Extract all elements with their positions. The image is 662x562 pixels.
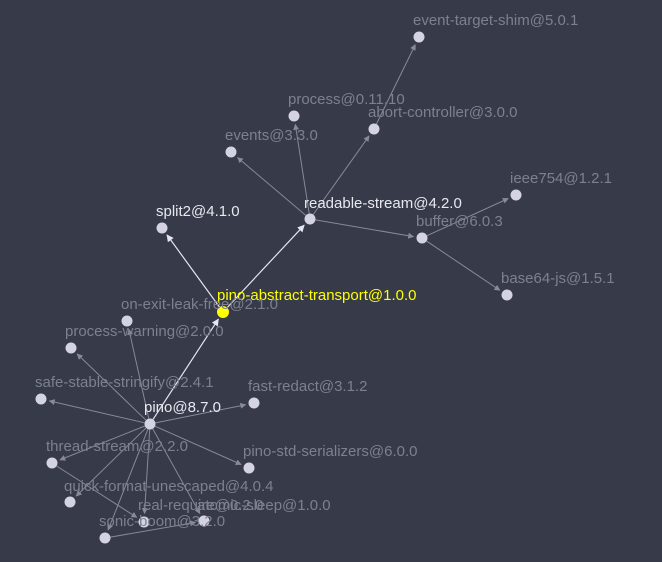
node-label-safe-stable-stringify: safe-stable-stringify@2.4.1 — [35, 374, 214, 391]
node-sonic-boom[interactable] — [99, 532, 111, 544]
edge-pino-to-atomic-sleep — [152, 428, 201, 515]
node-ieee754[interactable] — [510, 189, 522, 201]
node-label-event-target-shim: event-target-shim@5.0.1 — [413, 12, 578, 29]
edge-sonic-boom-to-atomic-sleep — [110, 520, 197, 538]
node-label-process-warning: process-warning@2.0.0 — [65, 323, 224, 340]
node-on-exit-leak-free[interactable] — [121, 315, 133, 327]
edge-pino-to-thread-stream — [59, 425, 146, 461]
node-label-fast-redact: fast-redact@3.1.2 — [248, 378, 367, 395]
node-base64-js[interactable] — [501, 289, 513, 301]
edge-readable-stream-to-abort-controller — [312, 135, 370, 215]
edge-pino-to-quick-format-unescaped — [75, 427, 147, 497]
edge-pino-to-safe-stable-stringify — [48, 399, 145, 424]
node-process-warning[interactable] — [65, 342, 77, 354]
edge-abort-controller-to-event-target-shim — [375, 44, 416, 125]
node-label-abort-controller: abort-controller@3.0.0 — [368, 104, 517, 121]
node-process[interactable] — [288, 110, 300, 122]
node-label-quick-format-unescaped: quick-format-unescaped@4.0.4 — [64, 478, 274, 495]
node-split2[interactable] — [156, 222, 168, 234]
node-label-thread-stream: thread-stream@2.2.0 — [46, 438, 188, 455]
node-pino-abstract-transport[interactable] — [217, 306, 229, 318]
node-label-process: process@0.11.10 — [288, 91, 405, 108]
node-buffer[interactable] — [416, 232, 428, 244]
node-label-events: events@3.3.0 — [225, 127, 318, 144]
node-label-pino-std-serializers: pino-std-serializers@6.0.0 — [243, 443, 417, 460]
node-atomic-sleep[interactable] — [198, 515, 210, 527]
node-real-require[interactable] — [138, 516, 150, 528]
node-label-buffer: buffer@6.0.3 — [416, 213, 503, 230]
node-events[interactable] — [225, 146, 237, 158]
node-readable-stream[interactable] — [304, 213, 316, 225]
node-layer — [35, 31, 522, 544]
edge-readable-stream-to-events — [237, 157, 307, 216]
node-abort-controller[interactable] — [368, 123, 380, 135]
edge-buffer-to-base64-js — [426, 240, 501, 291]
node-label-sonic-boom: sonic-boom@3.2.0 — [99, 513, 225, 530]
node-label-on-exit-leak-free: on-exit-leak-free@2.1.0 — [121, 296, 278, 313]
edge-pino-to-pino-abstract-transport — [152, 318, 219, 420]
node-event-target-shim[interactable] — [413, 31, 425, 43]
node-label-base64-js: base64-js@1.5.1 — [501, 270, 615, 287]
node-pino-std-serializers[interactable] — [243, 462, 255, 474]
node-pino[interactable] — [144, 418, 156, 430]
node-label-readable-stream: readable-stream@4.2.0 — [304, 195, 462, 212]
node-label-pino-abstract-transport: pino-abstract-transport@1.0.0 — [217, 287, 417, 304]
node-quick-format-unescaped[interactable] — [64, 496, 76, 508]
edge-pino-to-real-require — [141, 429, 151, 515]
node-fast-redact[interactable] — [248, 397, 260, 409]
edge-pino-to-on-exit-leak-free — [127, 328, 150, 419]
edge-pino-to-process-warning — [76, 353, 147, 421]
edge-readable-stream-to-process — [293, 123, 310, 214]
edge-buffer-to-ieee754 — [426, 198, 509, 237]
edge-layer — [48, 44, 509, 538]
edge-readable-stream-to-buffer — [315, 219, 415, 239]
label-layer: pino-abstract-transport@1.0.0 split2@4.1.… — [35, 12, 615, 530]
edge-pino-abstract-transport-to-split2 — [166, 234, 221, 308]
edge-pino-to-pino-std-serializers — [154, 425, 242, 466]
node-safe-stable-stringify[interactable] — [35, 393, 47, 405]
node-label-split2: split2@4.1.0 — [156, 203, 240, 220]
edge-pino-to-sonic-boom — [107, 428, 149, 531]
edge-pino-abstract-transport-to-readable-stream — [226, 224, 305, 309]
node-label-ieee754: ieee754@1.2.1 — [510, 170, 612, 187]
node-label-atomic-sleep: atomic-sleep@1.0.0 — [197, 497, 331, 514]
node-thread-stream[interactable] — [46, 457, 58, 469]
edge-pino-to-fast-redact — [155, 402, 247, 424]
node-label-real-require: real-require@0.2.0 — [138, 497, 263, 514]
node-label-pino: pino@8.7.0 — [144, 399, 221, 416]
edge-thread-stream-to-real-require — [56, 465, 138, 518]
